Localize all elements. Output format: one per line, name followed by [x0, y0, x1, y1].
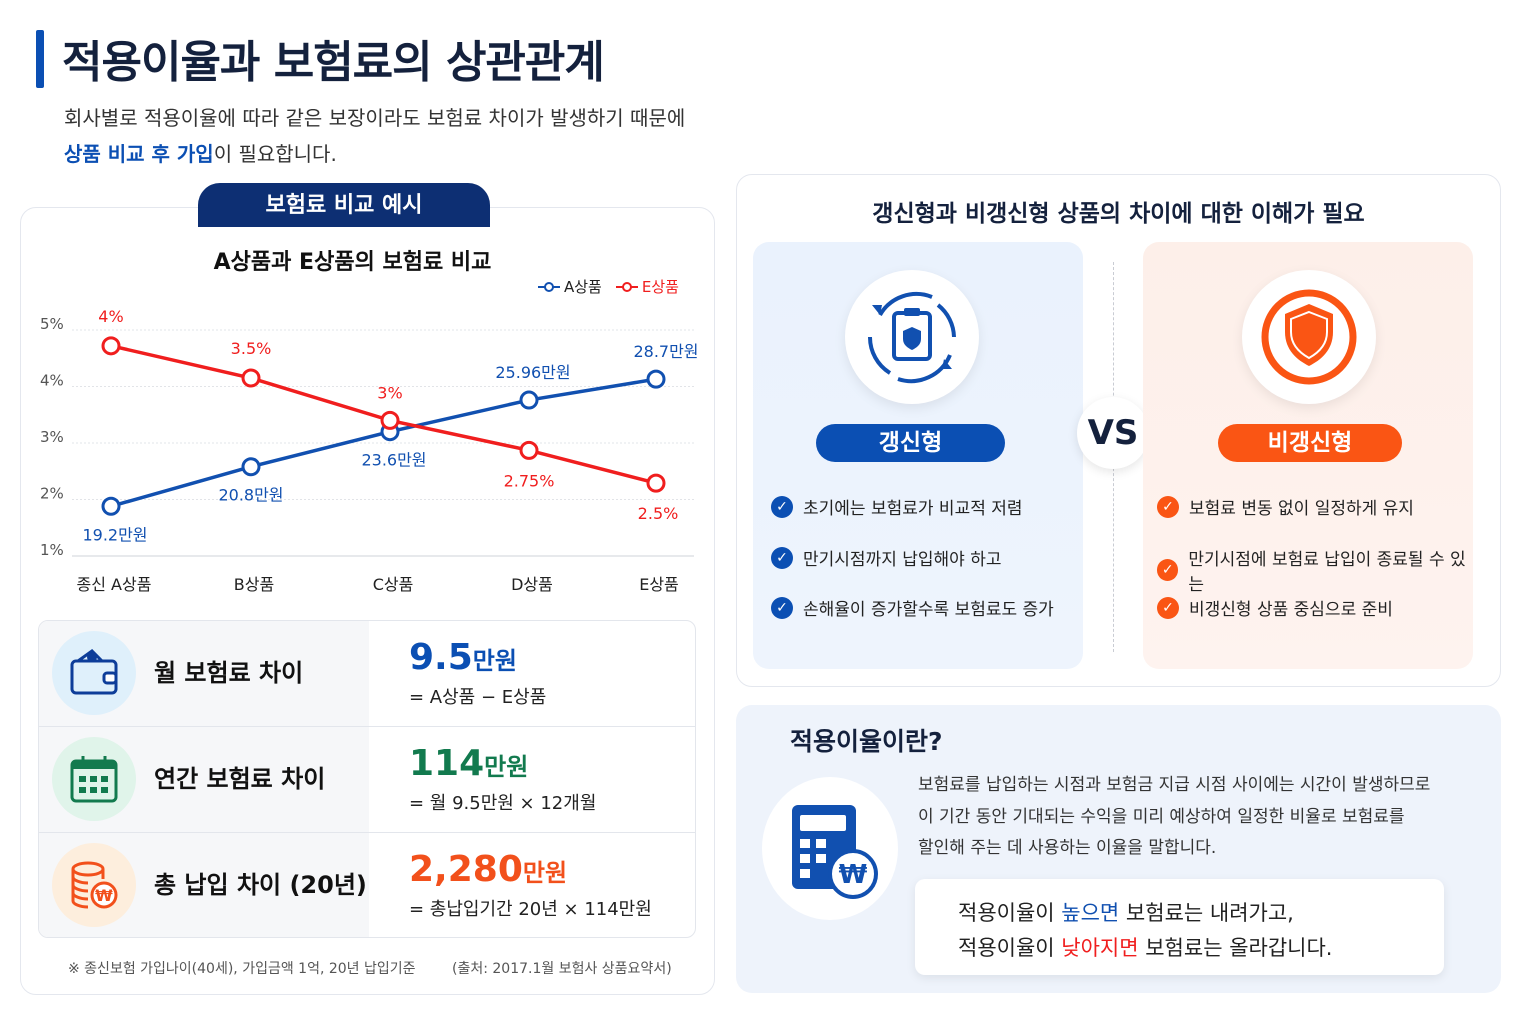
- x-tick-label: E상품: [639, 575, 679, 594]
- data-label: 23.6만원: [361, 451, 426, 470]
- x-tick-label: C상품: [373, 575, 414, 594]
- line-chart: 5% 4% 3% 2% 1% 종신 A상품 B상품 C상품 D상품 E상품 19.2만원 20.8만원…: [40, 307, 699, 594]
- data-point: [519, 440, 539, 460]
- x-tick-label: 종신 A상품: [77, 575, 152, 594]
- x-tick-label: D상품: [511, 575, 553, 594]
- non-renewable-point: ✓ 만기시점에 보험료 납입이 종료될 수 있는: [1157, 545, 1473, 595]
- svg-text:₩: ₩: [839, 860, 868, 890]
- summary-row-total: ₩ 총 납입 차이 (20년) 2,280만원 = 총납입기간 20년 × 11…: [39, 833, 695, 937]
- check-icon: ✓: [771, 495, 793, 518]
- legend-a-marker-icon: [538, 281, 560, 293]
- vs-badge: VS: [1077, 397, 1149, 469]
- y-tick-label: 3%: [40, 428, 64, 446]
- summary-formula: = 총납입기간 20년 × 114만원: [409, 899, 652, 920]
- summary-table: 월 보험료 차이 9.5만원 = A상품 − E상품 연간 보험료 차이 114…: [38, 620, 696, 938]
- subtitle-highlight: 상품 비교 후 가입: [64, 142, 214, 166]
- check-icon: ✓: [771, 546, 793, 569]
- renewable-label: 갱신형: [816, 424, 1005, 462]
- data-label: 25.96만원: [495, 363, 570, 382]
- svg-text:₩: ₩: [95, 886, 113, 905]
- definition-title: 적용이율이란?: [790, 727, 943, 756]
- summary-label: 연간 보험료 차이: [154, 765, 326, 793]
- check-icon: ✓: [1157, 596, 1179, 619]
- subtitle-rest: 이 필요합니다.: [213, 142, 337, 166]
- renewable-point: ✓ 만기시점까지 납입해야 하고: [771, 545, 1002, 570]
- non-renewable-panel: 비갱신형 ✓ 보험료 변동 없이 일정하게 유지 ✓ 만기시점에 보험료 납입이 종…: [1143, 242, 1473, 669]
- data-point: [241, 457, 261, 477]
- data-point: [241, 368, 261, 388]
- title-accent-bar: [36, 30, 44, 88]
- check-icon: ✓: [1157, 559, 1179, 581]
- chart-title: A상품과 E상품의 보험료 비교: [213, 250, 492, 275]
- note-line-low: 적용이율이 낮아지면 보험료는 올라갑니다.: [958, 936, 1333, 960]
- source-note: (출처: 2017.1월 보험사 상품요약서): [452, 961, 672, 977]
- data-label: 19.2만원: [82, 525, 147, 544]
- summary-row-annual: 연간 보험료 차이 114만원 = 월 9.5만원 × 12개월: [39, 727, 695, 833]
- data-point: [646, 473, 666, 493]
- summary-formula: = A상품 − E상품: [409, 687, 547, 708]
- summary-value: 2,280만원: [409, 849, 568, 890]
- data-label: 3%: [377, 383, 402, 402]
- renewal-clipboard-icon: [845, 270, 979, 404]
- renewal-title: 갱신형과 비갱신형 상품의 차이에 대한 이해가 필요: [872, 201, 1365, 227]
- legend-a: A상품: [538, 276, 602, 297]
- summary-row-monthly: 월 보험료 차이 9.5만원 = A상품 − E상품: [39, 621, 695, 727]
- summary-label: 총 납입 차이 (20년): [154, 871, 367, 899]
- footnote: ※ 종신보험 가입나이(40세), 가입금액 1억, 20년 납입기준: [68, 961, 416, 977]
- check-icon: ✓: [1157, 495, 1179, 518]
- y-tick-label: 5%: [40, 315, 64, 333]
- x-tick-label: B상품: [234, 575, 274, 594]
- renewable-point: ✓ 초기에는 보험료가 비교적 저렴: [771, 494, 1023, 519]
- definition-line: 할인해 주는 데 사용하는 이율을 말합니다.: [918, 838, 1217, 858]
- data-point: [519, 390, 539, 410]
- data-label: 20.8만원: [218, 486, 283, 505]
- y-tick-label: 4%: [40, 372, 64, 390]
- definition-line: 보험료를 납입하는 시점과 보험금 지급 시점 사이에는 시간이 발생하므로: [918, 775, 1431, 795]
- non-renewable-point: ✓ 보험료 변동 없이 일정하게 유지: [1157, 494, 1414, 519]
- calendar-icon: [52, 737, 136, 821]
- y-tick-label: 1%: [40, 541, 64, 559]
- data-label: 2.5%: [638, 504, 679, 523]
- subtitle-line2: 상품 비교 후 가입이 필요합니다.: [64, 138, 337, 167]
- data-point: [101, 496, 121, 516]
- wallet-icon: [52, 631, 136, 715]
- legend-e-marker-icon: [615, 281, 638, 293]
- comparison-tab: 보험료 비교 예시: [198, 183, 490, 227]
- data-label: 2.75%: [504, 471, 555, 490]
- page-title: 적용이율과 보험료의 상관관계: [62, 37, 605, 88]
- subtitle-line1: 회사별로 적용이율에 따라 같은 보장이라도 보험료 차이가 발생하기 때문에: [64, 106, 686, 130]
- note-line-high: 적용이율이 높으면 보험료는 내려가고,: [958, 901, 1294, 925]
- renewable-point: ✓ 손해율이 증가할수록 보험료도 증가: [771, 595, 1054, 620]
- data-label: 4%: [98, 307, 123, 326]
- chart-legend: A상품 E상품: [538, 276, 679, 297]
- y-tick-label: 2%: [40, 485, 64, 503]
- data-point: [380, 410, 400, 430]
- coins-won-icon: ₩: [52, 843, 136, 927]
- renewable-panel: 갱신형 ✓ 초기에는 보험료가 비교적 저렴 ✓ 만기시점까지 납입해야 하고 ✓ 손…: [753, 242, 1083, 669]
- summary-value: 9.5만원: [409, 637, 517, 678]
- definition-line: 이 기간 동안 기대되는 수익을 미리 예상하여 일정한 비율로 보험료를: [918, 807, 1405, 827]
- legend-e: E상품: [615, 276, 679, 297]
- calculator-won-icon: ₩: [762, 777, 898, 920]
- shield-icon: [1242, 270, 1376, 404]
- summary-formula: = 월 9.5만원 × 12개월: [409, 793, 597, 814]
- key-note-box: [915, 879, 1444, 975]
- data-point: [101, 336, 121, 356]
- check-icon: ✓: [771, 596, 793, 619]
- summary-label: 월 보험료 차이: [154, 659, 304, 687]
- non-renewable-point: ✓ 비갱신형 상품 중심으로 준비: [1157, 595, 1393, 620]
- summary-value: 114만원: [409, 743, 529, 784]
- data-point: [646, 369, 666, 389]
- non-renewable-label: 비갱신형: [1218, 424, 1402, 462]
- data-label: 3.5%: [231, 339, 272, 358]
- data-label: 28.7만원: [633, 342, 698, 361]
